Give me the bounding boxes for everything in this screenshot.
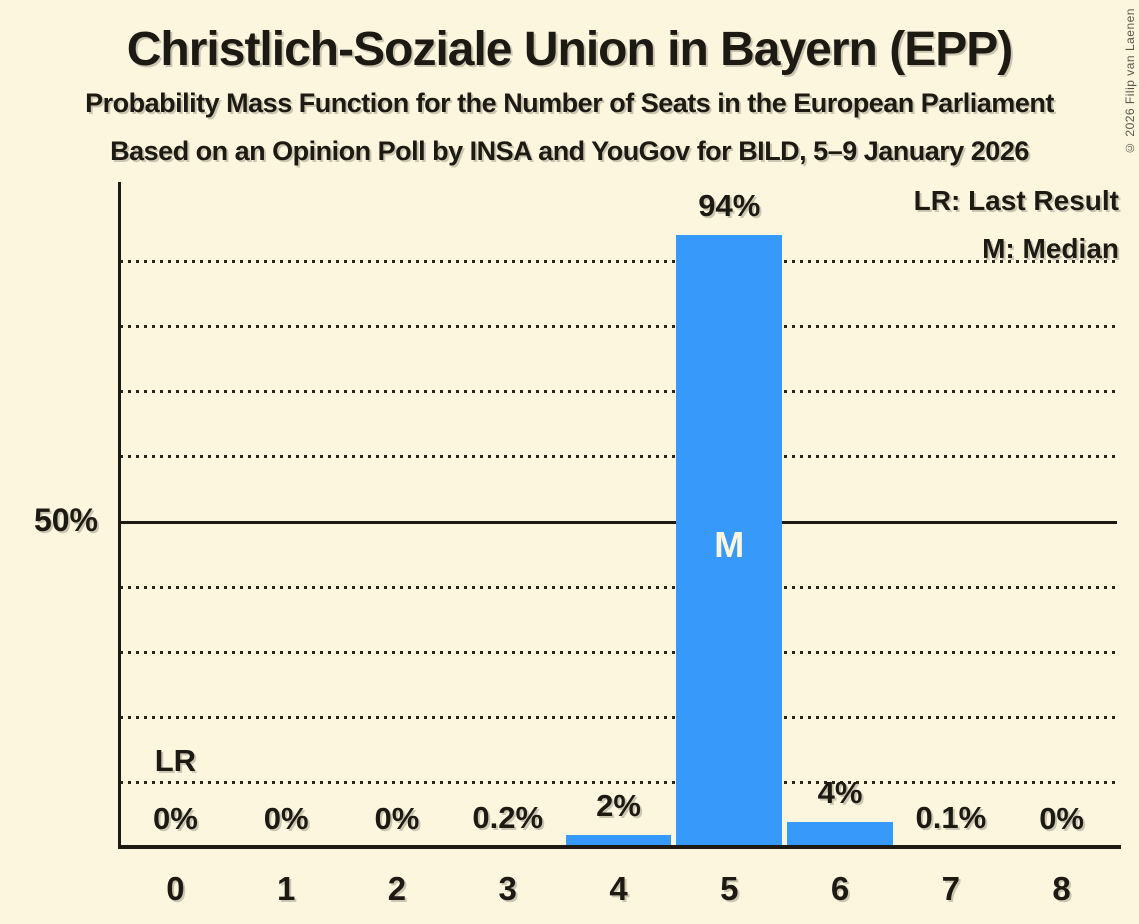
x-tick-label-6: 6 [830, 870, 850, 907]
x-tick-label-8: 8 [1052, 870, 1071, 907]
x-tick-label-5: 5 [720, 870, 739, 907]
x-tick-label-3: 3 [498, 870, 517, 907]
x-tick-label-7: 7 [941, 870, 960, 907]
gridline-60pct [120, 455, 1117, 459]
subtitle-poll-source: Based on an Opinion Poll by INSA and You… [110, 136, 1029, 166]
median-marker: M [714, 524, 745, 565]
bar-value-label-4: 2% [596, 787, 641, 823]
x-tick-label-4: 4 [609, 870, 628, 907]
gridline-30pct [120, 650, 1117, 654]
gridline-10pct [120, 781, 1117, 785]
legend-median: M: Median [982, 233, 1119, 264]
subtitle-pmf: Probability Mass Function for the Number… [85, 88, 1054, 118]
bar-value-label-6: 4% [817, 774, 863, 810]
gridline-50pct [120, 520, 1117, 524]
gridline-70pct [120, 390, 1117, 394]
x-tick-label-2: 2 [387, 870, 407, 907]
bar-seats-6 [787, 821, 894, 848]
page-title: Christlich-Soziale Union in Bayern (EPP) [126, 23, 1013, 76]
bar-value-label-1: 0% [263, 801, 309, 836]
x-axis-line [118, 845, 1121, 849]
x-tick-label-0: 0 [166, 870, 185, 907]
bar-value-label-8: 0% [1039, 801, 1084, 836]
bar-value-label-2: 0% [374, 801, 420, 836]
x-tick-label-1: 1 [276, 870, 296, 907]
bar-seats-4 [565, 834, 672, 848]
bar-value-label-7: 0.1% [915, 800, 987, 836]
last-result-marker: LR [154, 743, 197, 778]
gridline-80pct [120, 324, 1117, 328]
bar-value-label-3: 0.2% [472, 799, 544, 835]
bar-value-label-5: 94% [698, 188, 761, 224]
gridline-20pct [120, 716, 1117, 720]
bar-value-label-0: 0% [152, 801, 198, 836]
bar-seats-5 [676, 235, 783, 848]
legend-last-result: LR: Last Result [913, 185, 1119, 216]
gridline-40pct [120, 585, 1117, 589]
y-axis-line [118, 182, 121, 849]
copyright-notice: © 2026 Filip van Laenen [1123, 8, 1137, 155]
y-axis-50-label: 50% [33, 502, 98, 538]
gridline-90pct [120, 259, 1117, 263]
